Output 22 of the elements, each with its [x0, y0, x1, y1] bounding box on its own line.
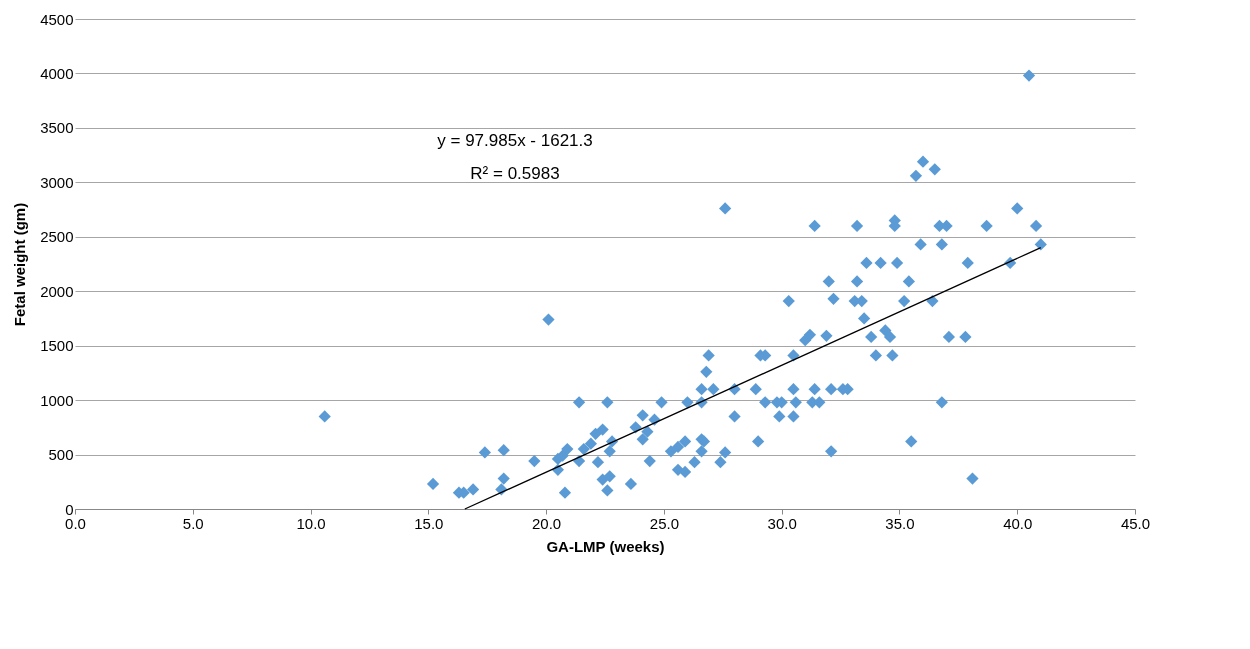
y-tick-label: 4000 — [40, 64, 74, 82]
y-tick-label: 3500 — [40, 119, 74, 137]
y-tick-label: 2500 — [40, 228, 74, 246]
x-tick-label: 20.0 — [532, 514, 562, 532]
y-tick-label: 2000 — [40, 282, 74, 300]
x-tick-label: 25.0 — [649, 514, 679, 532]
x-tick-label: 15.0 — [414, 514, 444, 532]
x-tick-label: 10.0 — [296, 514, 326, 532]
y-tick-label: 4500 — [40, 10, 74, 28]
y-tick-label: 1000 — [40, 391, 74, 409]
y-axis-title: Fetal weight (gm) — [11, 202, 29, 327]
x-tick-label: 30.0 — [767, 514, 797, 532]
y-tick-label: 3000 — [40, 173, 74, 191]
x-tick-label: 40.0 — [1003, 514, 1033, 532]
x-axis-title: GA-LMP (weeks) — [546, 537, 665, 555]
y-tick-label: 500 — [48, 446, 74, 464]
x-tick-label: 35.0 — [885, 514, 915, 532]
y-tick-label: 1500 — [40, 337, 74, 355]
annotation: R² = 0.5983 — [470, 164, 560, 183]
x-tick-label: 5.0 — [182, 514, 204, 532]
x-tick-label: 45.0 — [1120, 514, 1151, 532]
annotation: y = 97.985x - 1621.3 — [437, 131, 593, 150]
